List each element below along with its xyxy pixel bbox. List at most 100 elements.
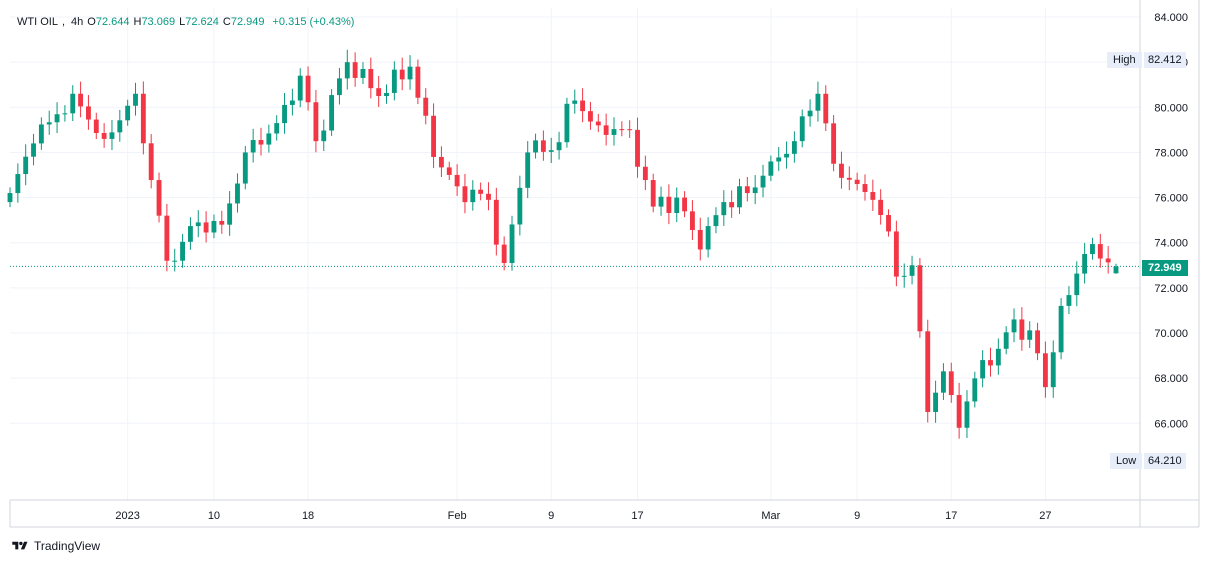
symbol-name[interactable]: WTI OIL (17, 16, 58, 28)
candle-body (399, 69, 405, 80)
time-tick-label: Mar (761, 510, 780, 522)
price-tick-label: 68.000 (1154, 373, 1188, 385)
candle-body (689, 211, 695, 230)
candle-body (415, 66, 421, 98)
candle-body (611, 129, 617, 135)
candle-body (140, 93, 146, 144)
candle-body (572, 100, 578, 104)
last-price-tag: 72.949 (1142, 260, 1188, 276)
candle-body (839, 163, 844, 178)
candle-body (313, 102, 319, 142)
candle-body (729, 202, 735, 208)
candle-body (211, 220, 217, 233)
candle-body (446, 167, 452, 175)
candle-body (619, 129, 625, 131)
candle-body (588, 111, 593, 122)
candle-body (776, 157, 782, 162)
candle-body (878, 199, 884, 216)
candle-body (721, 202, 727, 216)
candle-body (791, 141, 797, 154)
candle-body (1019, 319, 1025, 340)
candle-body (925, 331, 931, 412)
candle-body (737, 186, 742, 208)
candle-body (93, 119, 99, 134)
candle-body (368, 68, 374, 89)
candle-body (517, 187, 523, 225)
candle-body (933, 392, 939, 412)
candle-body (54, 114, 60, 123)
candle-body (972, 378, 978, 402)
candle-body (258, 140, 264, 145)
candle-body (525, 152, 531, 188)
close-label: C (222, 16, 231, 28)
low-marker-label: Low (1110, 453, 1143, 469)
candle-body (62, 113, 68, 115)
price-tick-label: 80.000 (1154, 102, 1188, 114)
time-axis[interactable]: 2023 10 18 Feb 9 17 Mar 9 17 27 (115, 510, 1051, 522)
candle-body (235, 183, 240, 204)
candle-body (344, 62, 350, 79)
candle-body (1058, 305, 1064, 353)
candle-body (658, 196, 664, 207)
open-value: 72.644 (95, 16, 130, 28)
symbol-separator: , (61, 16, 66, 28)
price-tick-label: 72.000 (1154, 283, 1188, 295)
candle-body (203, 222, 209, 233)
candle-body (627, 129, 633, 131)
high-marker-value: 82.412 (1144, 52, 1186, 68)
low-label: L (179, 16, 186, 28)
candle-body (595, 121, 601, 126)
candle-body (682, 197, 688, 212)
candle-body (603, 125, 609, 135)
candle-body (23, 156, 29, 175)
candle-body (407, 66, 413, 80)
candle-body (831, 123, 837, 164)
candle-body (282, 104, 287, 124)
candle-body (548, 150, 554, 152)
candle-body (266, 133, 272, 145)
candle-body (784, 153, 789, 158)
candles-group (7, 49, 1119, 439)
ohlc-legend: WTI OIL , 4h O 72.644 H 73.069 L 72.624 … (17, 16, 354, 28)
time-tick-label: 10 (208, 510, 220, 522)
candle-body (289, 100, 295, 105)
time-tick-label: 2023 (115, 510, 139, 522)
candle-body (384, 92, 389, 97)
candle-body (38, 124, 44, 144)
candle-body (391, 69, 397, 93)
candle-body (376, 88, 382, 97)
high-marker-label: High (1107, 52, 1142, 68)
candle-body (470, 189, 476, 203)
price-axis[interactable]: 84.00082.00080.00078.00076.00074.00072.0… (1154, 12, 1188, 430)
interval-label[interactable]: 4h (71, 16, 84, 28)
candle-body (1097, 244, 1103, 259)
chart-border (9, 0, 1200, 528)
candle-body (423, 97, 429, 116)
candle-body (854, 179, 860, 185)
grid-lines (10, 8, 1140, 500)
tradingview-brand[interactable]: TradingView (10, 539, 100, 553)
time-tick-label: 18 (302, 510, 314, 522)
price-tick-label: 78.000 (1154, 147, 1188, 159)
candle-body (305, 75, 311, 103)
candle-body (180, 241, 185, 261)
candle-body (556, 142, 562, 151)
price-tick-label: 84.000 (1154, 12, 1188, 24)
price-tick-label: 66.000 (1154, 418, 1188, 430)
candle-body (642, 166, 648, 181)
candle-body (862, 184, 868, 193)
candle-body (533, 140, 538, 153)
candle-body (1074, 273, 1080, 296)
candle-body (1050, 352, 1056, 388)
candle-body (948, 371, 954, 396)
candle-body (431, 115, 437, 157)
candle-body (31, 143, 36, 157)
price-tick-label: 74.000 (1154, 238, 1188, 250)
time-tick-label: 17 (631, 510, 643, 522)
candle-body (564, 103, 570, 143)
candle-body (1027, 330, 1033, 340)
high-value: 73.069 (141, 16, 176, 28)
candle-body (901, 275, 907, 277)
